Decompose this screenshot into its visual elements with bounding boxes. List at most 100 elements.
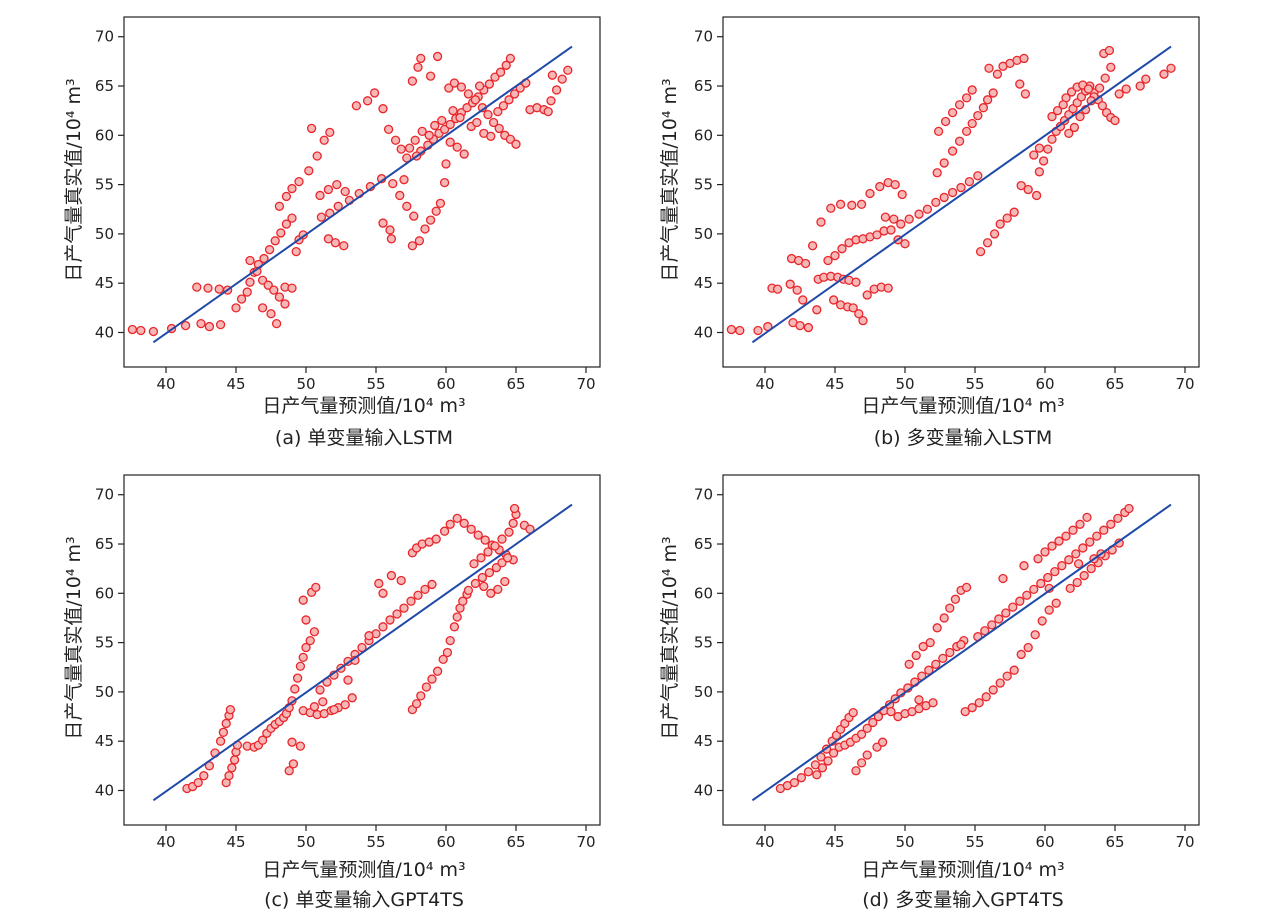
- panel-a-xtick-label: 70: [576, 375, 595, 393]
- panel-b-point: [1159, 69, 1169, 79]
- panel-d-point: [856, 758, 867, 768]
- panel-a-point: [483, 109, 493, 120]
- panel-a-point: [269, 285, 279, 295]
- panel-b-point: [940, 116, 951, 127]
- panel-b-point: [967, 85, 977, 95]
- panel-c-point: [445, 519, 455, 529]
- panel-a-point: [333, 201, 343, 211]
- panel-a-point: [547, 70, 558, 80]
- panel-a-point: [196, 318, 206, 329]
- panel-c-point: [504, 527, 514, 537]
- panel-c-point: [287, 737, 297, 747]
- panel-b-point: [1047, 111, 1057, 122]
- panel-b-point: [1104, 45, 1115, 56]
- panel-c-point: [502, 553, 513, 563]
- panel-a-point: [472, 117, 482, 128]
- panel-b-point: [939, 158, 949, 168]
- panel-b-ytick-label: 65: [694, 77, 713, 95]
- panel-c-xtick-label: 50: [296, 833, 315, 851]
- panel-d-point: [1085, 537, 1095, 547]
- panel-b-point: [939, 192, 949, 203]
- panel-d-point: [823, 756, 833, 766]
- panel-a-point: [312, 151, 322, 161]
- panel-b-point: [798, 295, 808, 305]
- panel-c-point: [257, 735, 268, 745]
- panel-b-point: [883, 283, 893, 293]
- panel-a-point: [395, 190, 405, 201]
- panel-c-ytick-label: 70: [95, 486, 114, 504]
- panel-c-point: [224, 771, 234, 781]
- panel-b-point: [947, 146, 958, 156]
- panel-a-point: [435, 198, 446, 208]
- panel-b-point: [973, 171, 983, 181]
- panel-d-point: [1023, 642, 1033, 653]
- panel-b-xtick-label: 50: [895, 375, 914, 393]
- panel-b-frame: [722, 16, 1200, 368]
- panel-d-point: [1051, 598, 1061, 608]
- panel-a-point: [214, 284, 224, 294]
- panel-b-xtick-label: 55: [965, 375, 984, 393]
- panel-c-point: [483, 547, 493, 557]
- panel-d-point: [828, 748, 839, 758]
- panel-c-point: [406, 596, 416, 606]
- panel-a-point: [543, 106, 553, 117]
- panel-a-point: [291, 246, 301, 257]
- panel-d-xtick-label: 40: [755, 833, 774, 851]
- panel-a-point: [316, 212, 327, 222]
- panel-c-point: [486, 588, 496, 598]
- panel-d-point: [877, 737, 888, 747]
- panel-d-point: [1050, 566, 1060, 577]
- panel-a-ytick-label: 65: [95, 77, 114, 95]
- panel-c-ytick-label: 50: [95, 683, 114, 701]
- panel-a-xtick-label: 45: [226, 375, 245, 393]
- panel-b-point: [807, 241, 818, 251]
- panel-b-point: [1069, 122, 1080, 133]
- panel-a-point: [287, 183, 297, 194]
- panel-d-point: [924, 665, 934, 675]
- panel-d-point: [938, 653, 948, 664]
- panel-b-point: [1058, 100, 1068, 110]
- panel-c-point: [508, 518, 518, 528]
- panel-b-point: [1016, 180, 1026, 191]
- panel-b-xlabel: 日产气量预测值/10⁴ m³: [861, 395, 1064, 417]
- panel-b-point: [995, 219, 1005, 229]
- panel-c-point: [466, 524, 476, 534]
- panel-a-point: [445, 119, 455, 130]
- panel-d-point: [950, 594, 961, 604]
- panel-a-point: [459, 149, 469, 159]
- panel-c-point: [295, 741, 306, 751]
- panel-a-point: [546, 96, 556, 106]
- panel-c-point: [420, 584, 430, 595]
- panel-b-point: [1106, 62, 1116, 72]
- panel-a-point: [369, 88, 380, 98]
- panel-d-point: [1057, 561, 1067, 571]
- panel-b-point: [973, 110, 983, 121]
- panel-d-point: [956, 639, 966, 650]
- panel-c-point: [509, 503, 520, 514]
- panel-d-point: [987, 620, 997, 630]
- panel-a-point: [386, 234, 397, 244]
- panel-a-point: [242, 287, 252, 297]
- panel-c-point: [309, 702, 320, 712]
- panel-a-point: [340, 186, 350, 197]
- panel-a-point: [407, 76, 418, 86]
- panel-a-frame: [123, 16, 601, 368]
- panel-b-ytick-label: 50: [694, 225, 713, 243]
- panel-a-point: [362, 96, 373, 106]
- panel-c-ytick-label: 55: [95, 634, 114, 652]
- panel-c-point: [315, 685, 325, 695]
- panel-b-point: [1029, 150, 1039, 160]
- panel-d-point: [974, 698, 984, 708]
- panel-a-point: [402, 153, 412, 163]
- panel-d-point: [1124, 503, 1134, 514]
- panel-d-point: [848, 707, 858, 718]
- panel-a-point: [215, 319, 226, 330]
- panel-a-point: [424, 130, 434, 140]
- panel-d-point: [911, 650, 921, 661]
- panel-d-point: [925, 637, 935, 648]
- panel-a-xtick-label: 55: [366, 375, 385, 393]
- panel-b-point: [828, 295, 839, 305]
- panel-b-point: [933, 126, 944, 137]
- panel-b-point: [795, 320, 805, 331]
- panel-a-point: [274, 201, 285, 211]
